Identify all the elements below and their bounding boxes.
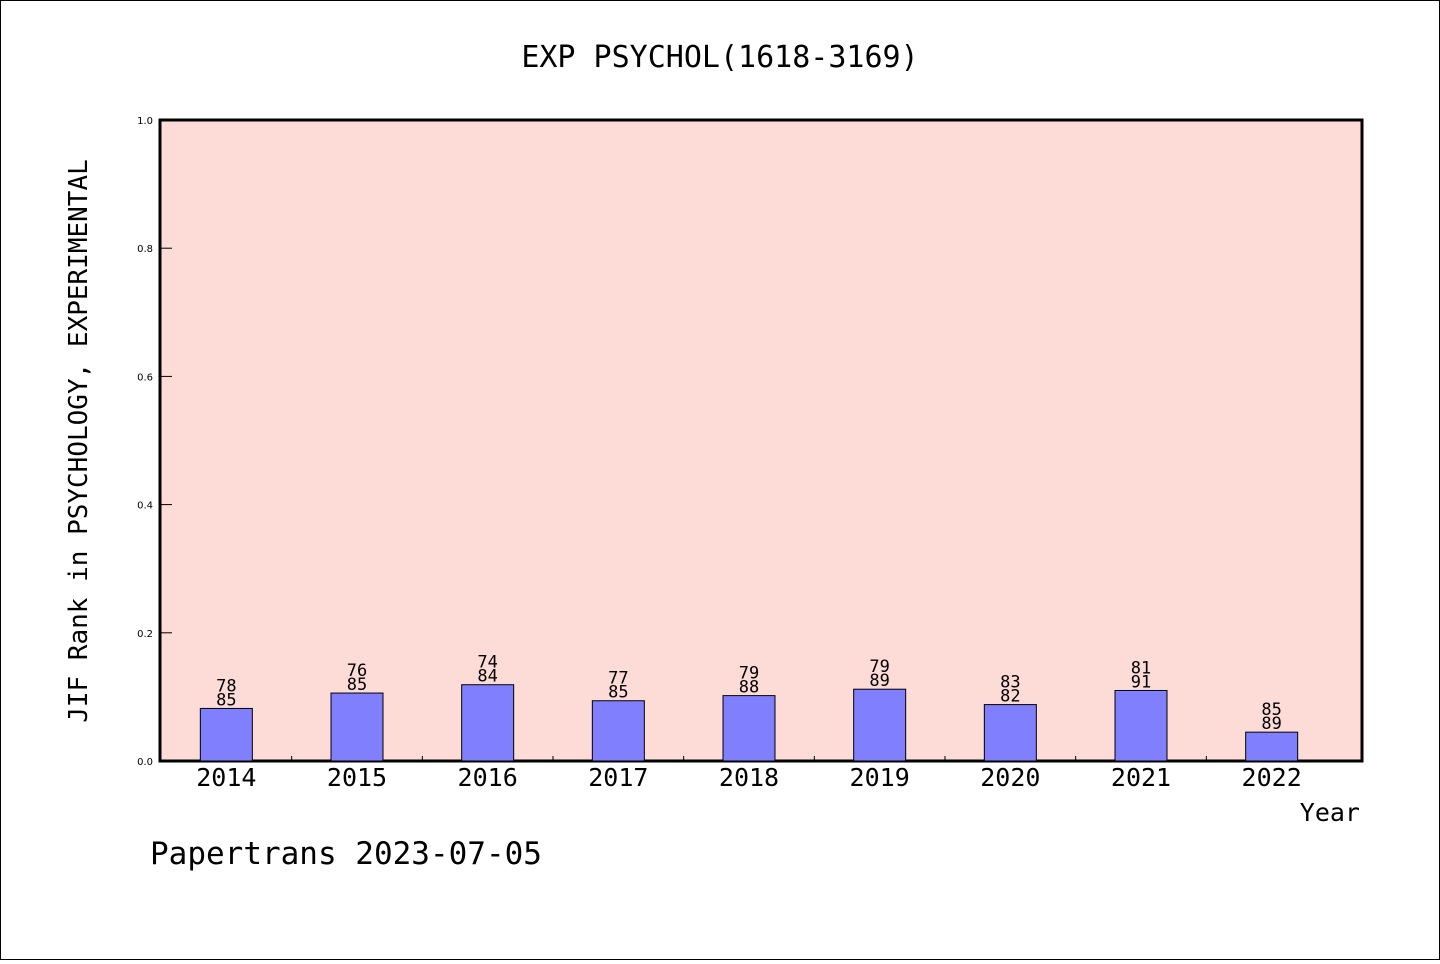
x-tick-label: 2022 bbox=[1242, 763, 1302, 792]
x-axis-label: Year bbox=[1300, 798, 1360, 827]
data-label-top: 78 bbox=[216, 676, 236, 696]
y-tick-label: 0.2 bbox=[137, 629, 153, 640]
bar-2020 bbox=[983, 704, 1037, 762]
y-tick-label: 0.0 bbox=[137, 757, 153, 768]
y-tick-label: 1.0 bbox=[137, 116, 153, 127]
x-tick-label: 2018 bbox=[719, 763, 779, 792]
y-tick-label: 0.8 bbox=[137, 244, 153, 255]
data-label-bottom: 89 bbox=[1261, 714, 1281, 734]
data-label-top: 79 bbox=[869, 657, 889, 677]
data-label-top: 81 bbox=[1131, 658, 1151, 678]
data-label-top: 76 bbox=[347, 661, 367, 681]
data-label-bottom: 89 bbox=[869, 671, 889, 691]
x-tick-label: 2017 bbox=[588, 763, 648, 792]
bar-group bbox=[199, 684, 1299, 762]
chart-title: EXP PSYCHOL(1618-3169) bbox=[521, 40, 918, 75]
x-tick-label: 2021 bbox=[1111, 763, 1171, 792]
bar-2018 bbox=[722, 695, 776, 762]
data-label-bottom: 84 bbox=[477, 667, 497, 687]
x-axis-ticks: 2014 2015 2016 2017 2018 2019 2020 2021 2022 bbox=[196, 756, 1302, 792]
y-axis-label: JIF Rank in PSYCHOLOGY, EXPERIMENTAL bbox=[64, 159, 94, 723]
data-label-bottom: 88 bbox=[739, 678, 759, 698]
data-label-bottom: 85 bbox=[347, 675, 367, 695]
data-label-top: 77 bbox=[608, 669, 628, 689]
data-label-bottom: 85 bbox=[608, 683, 628, 703]
data-label-bottom: 85 bbox=[216, 690, 236, 710]
data-label-top: 79 bbox=[739, 664, 759, 684]
bar-2017 bbox=[591, 700, 645, 762]
bar-2015 bbox=[330, 692, 384, 762]
bar-2019 bbox=[853, 688, 907, 762]
data-label-top: 85 bbox=[1261, 700, 1281, 720]
bar-2014 bbox=[199, 707, 253, 762]
data-label-top: 74 bbox=[477, 653, 497, 673]
y-tick-label: 0.6 bbox=[137, 372, 153, 383]
data-label-top: 83 bbox=[1000, 673, 1020, 693]
data-label-bottom: 91 bbox=[1131, 672, 1151, 692]
x-tick-label: 2020 bbox=[980, 763, 1040, 792]
data-label-bottom: 82 bbox=[1000, 687, 1020, 707]
plot-area bbox=[158, 118, 1364, 763]
bar-2021 bbox=[1114, 689, 1168, 762]
bar-2022 bbox=[1245, 731, 1299, 762]
x-tick-label: 2019 bbox=[850, 763, 910, 792]
x-tick-label: 2015 bbox=[327, 763, 387, 792]
y-axis-ticks: 0.0 0.2 0.4 0.6 0.8 1.0 bbox=[137, 116, 172, 768]
x-tick-label: 2014 bbox=[196, 763, 256, 792]
x-tick-label: 2016 bbox=[458, 763, 518, 792]
y-tick-label: 0.4 bbox=[137, 501, 153, 512]
footer-text: Papertrans 2023-07-05 bbox=[150, 836, 542, 872]
bar-2016 bbox=[461, 684, 515, 762]
